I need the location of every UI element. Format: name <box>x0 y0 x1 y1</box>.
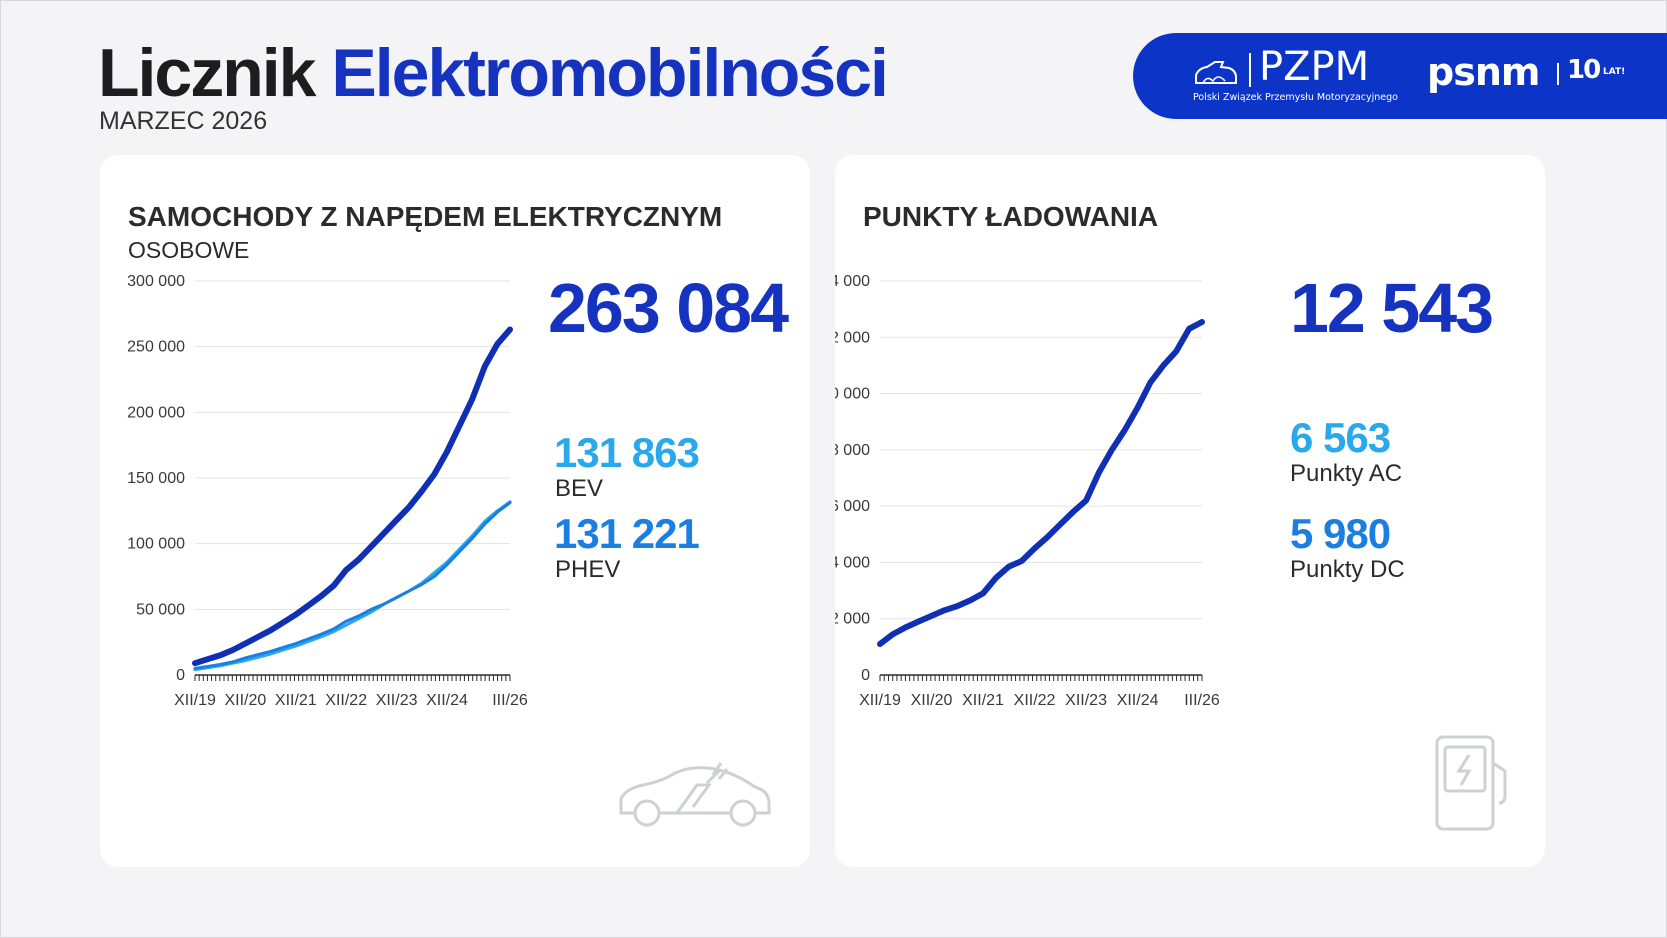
bev-value: 131 863 <box>554 429 700 476</box>
psnm-anniversary-badge: 10 <box>1567 55 1601 85</box>
cars-x-tick-label: III/26 <box>492 692 528 709</box>
charging-card: PUNKTY ŁADOWANIA 0 2 000 4 000 6 000 8 000 10… <box>835 155 1545 867</box>
bev-label: BEV <box>555 475 604 502</box>
psnm-separator <box>1557 63 1559 85</box>
cars-y-tick-label: 300 000 <box>127 273 185 290</box>
charging-y-tick-label: 4 000 <box>835 554 870 571</box>
cars-y-tick-label: 0 <box>176 667 185 684</box>
charging-y-tick-label: 6 000 <box>835 498 870 515</box>
cars-y-tick-label: 50 000 <box>136 601 185 618</box>
pzpm-logo: PZPM Polski Związek Przemysłu Motoryzacy… <box>1193 44 1398 105</box>
charging-x-tick-label: XII/22 <box>1014 692 1056 709</box>
phev-label: PHEV <box>555 556 621 583</box>
electric-car-icon <box>619 762 771 827</box>
cars-series-bev <box>193 500 512 672</box>
psnm-anniversary-suffix: LAT! <box>1603 67 1626 77</box>
cars-x-tick-label: XII/19 <box>174 692 216 709</box>
ac-value: 6 563 <box>1290 414 1391 461</box>
charging-x-tick-label: III/26 <box>1184 692 1220 709</box>
cars-chart: 0 50 000 100 000 150 000 200 000 250 000 300 0… <box>127 273 528 709</box>
page-title: Licznik Elektromobilności <box>98 39 889 107</box>
pzpm-full-name: Polski Związek Przemysłu Motoryzacyjnego <box>1193 92 1398 103</box>
cars-series-phev <box>193 501 512 670</box>
cars-total: 263 084 <box>548 269 789 347</box>
logo-bar: PZPM Polski Związek Przemysłu Motoryzacy… <box>1133 33 1667 119</box>
charging-y-tick-label: 14 000 <box>835 273 870 290</box>
title-part-1: Licznik <box>98 35 316 111</box>
charging-y-tick-label: 8 000 <box>835 442 870 459</box>
cars-card-subtitle: OSOBOWE <box>128 237 250 263</box>
charging-x-tick-label: XII/20 <box>911 692 953 709</box>
charging-y-tick-label: 0 <box>861 667 870 684</box>
page-subtitle: MARZEC 2026 <box>99 107 268 135</box>
cars-x-tick-label: XII/21 <box>275 692 317 709</box>
phev-value: 131 221 <box>554 510 700 557</box>
cars-card-title: SAMOCHODY Z NAPĘDEM ELEKTRYCZNYM <box>128 201 723 232</box>
dc-value: 5 980 <box>1290 510 1391 557</box>
ac-label: Punkty AC <box>1290 460 1403 487</box>
charging-x-tick-label: XII/23 <box>1065 692 1107 709</box>
cars-x-tick-label: XII/22 <box>325 692 367 709</box>
charging-chart: 0 2 000 4 000 6 000 8 000 10 000 12 000 14 000 X… <box>835 273 1220 709</box>
cars-x-tick-label: XII/23 <box>376 692 418 709</box>
charging-x-tick-label: XII/24 <box>1117 692 1159 709</box>
title-part-2: Elektromobilności <box>331 35 888 111</box>
charging-y-tick-label: 10 000 <box>835 386 870 403</box>
charging-series-charging_points <box>877 319 1205 647</box>
pzpm-car-icon <box>1195 61 1237 84</box>
psnm-logo: psnm <box>1427 50 1540 94</box>
charging-station-icon <box>1435 735 1507 831</box>
pzpm-name: PZPM <box>1259 44 1370 90</box>
cars-y-tick-label: 200 000 <box>127 404 185 421</box>
charging-card-title: PUNKTY ŁADOWANIA <box>863 201 1159 232</box>
charging-y-tick-label: 12 000 <box>835 329 870 346</box>
cars-y-tick-label: 150 000 <box>127 470 185 487</box>
cars-card: SAMOCHODY Z NAPĘDEM ELEKTRYCZNYM OSOBOWE… <box>100 155 810 867</box>
dc-label: Punkty DC <box>1290 556 1405 583</box>
cars-y-tick-label: 100 000 <box>127 536 185 553</box>
charging-x-tick-label: XII/19 <box>859 692 901 709</box>
charging-y-tick-label: 2 000 <box>835 611 870 628</box>
charging-x-tick-label: XII/21 <box>962 692 1004 709</box>
cars-x-tick-label: XII/20 <box>224 692 266 709</box>
pzpm-separator <box>1249 53 1251 87</box>
cars-x-tick-label: XII/24 <box>426 692 468 709</box>
charging-total: 12 543 <box>1290 269 1494 347</box>
cars-y-tick-label: 250 000 <box>127 339 185 356</box>
cars-series-total <box>192 326 513 667</box>
